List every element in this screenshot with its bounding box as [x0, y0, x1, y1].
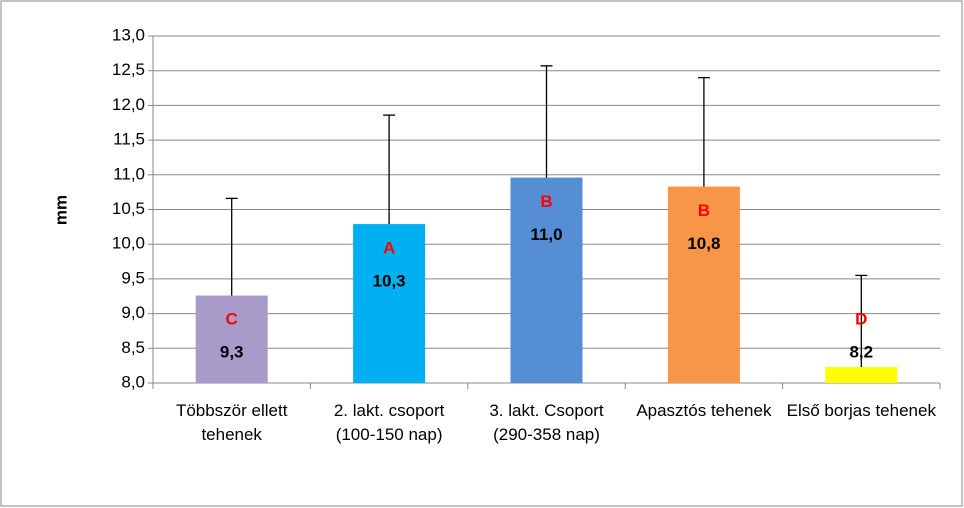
letter-label: D [855, 309, 867, 328]
value-label: 11,0 [530, 225, 562, 244]
y-axis-label: mm [51, 195, 70, 225]
bar [510, 177, 583, 383]
bar [195, 295, 268, 383]
bar [353, 224, 426, 383]
y-tick-label: 12,5 [112, 60, 145, 79]
y-tick-label: 9,0 [121, 303, 145, 322]
x-tick-label: Többször ellett tehenek [175, 401, 288, 444]
y-tick-label: 13,0 [112, 25, 145, 44]
x-tick-label: Első borjas tehenek [786, 401, 936, 420]
y-tick-label: 10,5 [112, 199, 145, 218]
bar [667, 186, 740, 383]
y-tick-label: 8,5 [121, 338, 145, 357]
value-label: 8,2 [849, 342, 873, 361]
y-tick-label: 9,5 [121, 268, 145, 287]
x-tick-label: 2. lakt. csoport (100-150 nap) [333, 401, 445, 444]
bar [825, 367, 898, 383]
letter-label: B [698, 201, 710, 220]
x-tick-label: Apasztós tehenek [636, 401, 772, 420]
y-tick-label: 11,5 [113, 130, 145, 149]
x-tick-label: 3. lakt. Csoport (290-358 nap) [489, 401, 604, 444]
value-label: 9,3 [220, 342, 244, 361]
y-tick-label: 12,0 [112, 95, 145, 114]
letter-label: B [540, 192, 552, 211]
letter-label: A [383, 239, 395, 258]
y-tick-label: 10,0 [112, 234, 145, 253]
value-label: 10,3 [373, 272, 406, 291]
letter-label: C [226, 309, 238, 328]
y-tick-label: 8,0 [121, 372, 145, 391]
y-tick-label: 11,0 [113, 164, 145, 183]
value-label: 10,8 [687, 234, 720, 253]
